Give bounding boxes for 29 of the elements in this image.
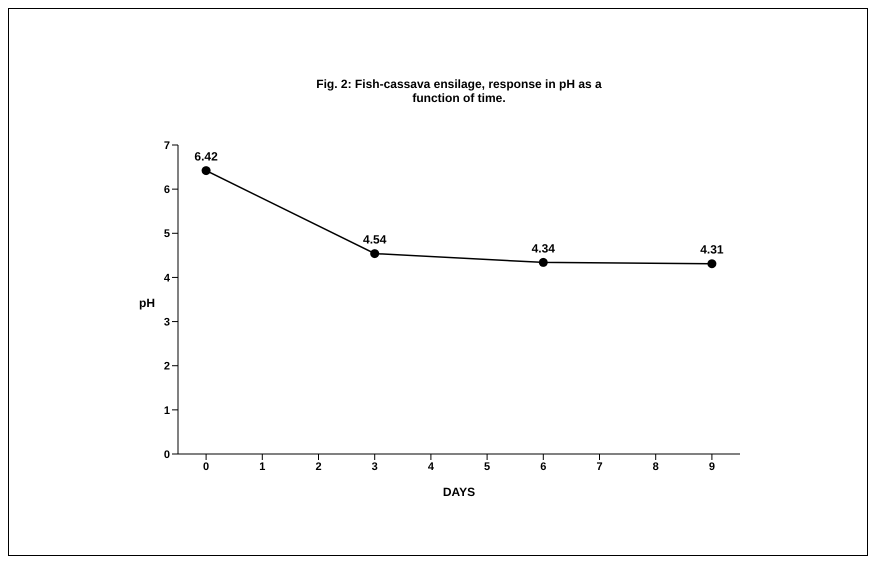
y-tick-label: 0 bbox=[164, 448, 170, 461]
chart-title: Fig. 2: Fish-cassava ensilage, response in pH as a function of time. bbox=[315, 77, 603, 105]
data-label: 4.34 bbox=[532, 241, 556, 256]
point bbox=[370, 249, 380, 258]
data-label: 4.31 bbox=[700, 242, 724, 257]
y-tick-label: 1 bbox=[164, 404, 170, 417]
y-tick-label: 4 bbox=[164, 272, 171, 284]
x-tick-label: 8 bbox=[652, 460, 659, 473]
x-tick-label: 0 bbox=[203, 460, 210, 473]
x-tick-label: 6 bbox=[540, 460, 546, 473]
point bbox=[707, 259, 716, 268]
x-tick-label: 3 bbox=[372, 460, 378, 473]
x-tick-label: 9 bbox=[708, 460, 715, 473]
y-tick-label: 7 bbox=[164, 140, 170, 152]
x-tick-label: 2 bbox=[315, 460, 322, 473]
y-tick-label: 6 bbox=[164, 184, 170, 196]
y-tick-label: 5 bbox=[164, 228, 170, 240]
x-axis-title: DAYS bbox=[442, 485, 476, 499]
x-tick-label: 1 bbox=[259, 460, 266, 473]
data-label: 4.54 bbox=[363, 232, 387, 247]
data-label: 6.42 bbox=[194, 150, 218, 164]
x-tick-label: 5 bbox=[484, 460, 490, 473]
point bbox=[202, 166, 211, 176]
point bbox=[538, 258, 548, 267]
y-tick-label: 3 bbox=[164, 316, 170, 328]
x-tick-label: 4 bbox=[428, 460, 435, 473]
y-tick-label: 2 bbox=[164, 360, 170, 373]
y-axis-title: pH bbox=[139, 296, 155, 310]
x-tick-label: 7 bbox=[596, 460, 603, 473]
